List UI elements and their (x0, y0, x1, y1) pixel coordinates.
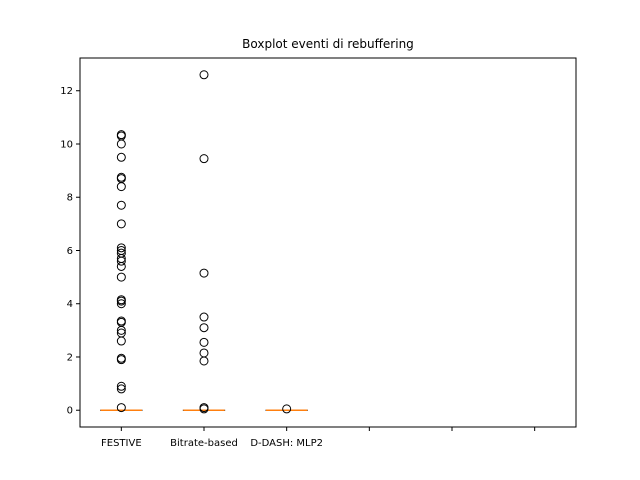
y-tick-label: 8 (67, 193, 73, 204)
x-axis: FESTIVE Bitrate-based D-DASH: MLP2 (101, 427, 536, 449)
x-tick-label: Bitrate-based (170, 438, 238, 449)
box-group (100, 130, 143, 413)
outlier-point (116, 245, 126, 255)
outlier-point (199, 312, 209, 322)
outlier-point (116, 316, 126, 326)
x-tick-label: FESTIVE (101, 438, 142, 449)
outlier-point (199, 268, 209, 278)
y-tick-label: 2 (67, 352, 73, 363)
outlier-point (282, 404, 292, 414)
y-tick-label: 6 (67, 246, 73, 257)
outlier-point (116, 336, 126, 346)
outlier-point (116, 272, 126, 282)
outlier-point (116, 381, 126, 391)
outlier-point (116, 248, 126, 258)
outlier-point (199, 356, 209, 366)
y-tick-label: 0 (67, 406, 73, 417)
outlier-point (116, 152, 126, 162)
outlier-point (116, 384, 126, 394)
outlier-point (116, 200, 126, 210)
outlier-point (116, 328, 126, 338)
outlier-point (199, 337, 209, 347)
outlier-point (116, 172, 126, 182)
outlier-point (116, 139, 126, 149)
y-tick-label: 10 (60, 139, 73, 150)
outlier-point (116, 403, 126, 413)
y-axis: 0 2 4 6 8 10 12 (60, 86, 80, 417)
outlier-point (199, 70, 209, 80)
y-tick-label: 4 (67, 299, 73, 310)
outlier-point (116, 295, 126, 305)
y-tick-label: 12 (60, 86, 73, 97)
outlier-point (116, 243, 126, 253)
outlier-point (116, 219, 126, 229)
outlier-point (116, 299, 126, 309)
chart-title: Boxplot eventi di rebuffering (242, 37, 414, 51)
outlier-point (199, 154, 209, 164)
outlier-point (116, 182, 126, 192)
axes-frame (79, 57, 577, 428)
box-group (182, 70, 226, 414)
outlier-point (116, 130, 126, 140)
outlier-point (199, 323, 209, 333)
outlier-point (116, 353, 126, 363)
x-tick-label: D-DASH: MLP2 (250, 438, 323, 449)
box-group (265, 404, 308, 414)
outlier-point (199, 348, 209, 358)
outlier-point (199, 403, 209, 413)
plot-area (100, 70, 308, 414)
